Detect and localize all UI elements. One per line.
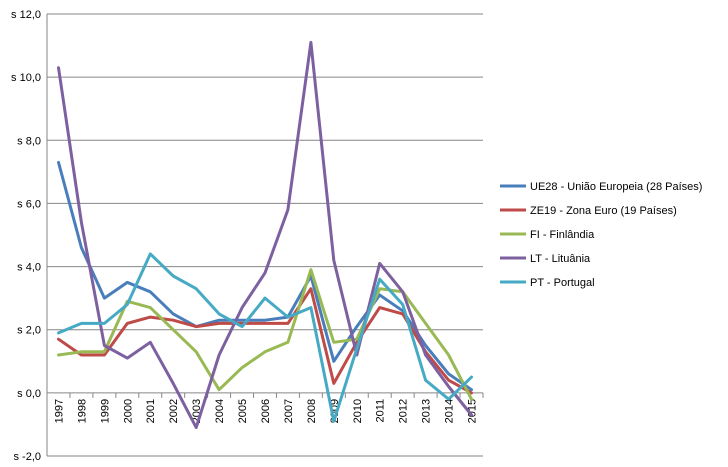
legend-label: FI - Finlândia [530,229,595,241]
series-lines [57,40,473,430]
y-tick-label: s 10,0 [11,72,41,84]
y-tick-label: s 0,0 [17,388,41,400]
x-tick-label: 2002 [168,399,180,423]
x-tick-label: 2005 [237,399,249,423]
x-tick-label: 2015 [467,399,479,423]
series-line [57,160,473,392]
gridlines [47,13,483,457]
legend-label: ZE19 - Zona Euro (19 Países) [530,205,677,217]
y-tick-label: s 12,0 [11,9,41,21]
y-axis-ticks: s -2,0 s 0,0 s 2,0 s 4,0 s 6,0 s 8,0 s 10,0 s 1… [11,9,41,463]
legend-label: LT - Lituânia [530,253,591,265]
x-tick-label: 2014 [444,399,456,423]
y-tick-label: s 6,0 [17,198,41,210]
x-tick-label: 2012 [398,399,410,423]
x-tick-label: 2000 [122,399,134,423]
series-line [57,252,473,423]
legend: UE28 - União Europeia (28 Países) ZE19 - … [500,181,702,289]
y-tick-label: s 2,0 [17,325,41,337]
x-tick-label: 1999 [99,399,111,423]
x-tick-label: 2010 [352,399,364,423]
x-tick-label: 1997 [53,399,65,423]
x-tick-label: 2011 [375,399,387,423]
x-tick-label: 2004 [214,399,226,423]
x-tick-label: 2001 [145,399,157,423]
x-tick-label: 2008 [306,399,318,423]
legend-label: UE28 - União Europeia (28 Países) [530,181,702,193]
axes [46,14,484,456]
series-line [57,287,473,395]
x-tick-label: 2007 [283,399,295,423]
x-tick-label: 1998 [76,399,88,423]
x-tick-label: 2013 [421,399,433,423]
x-axis-ticks: 1997 1998 1999 2000 2001 2002 2003 2004 2005 2006… [53,399,478,423]
series-line [57,40,473,430]
y-tick-label: s -2,0 [13,451,41,462]
y-tick-label: s 8,0 [17,135,41,147]
y-tick-label: s 4,0 [17,262,41,274]
x-tick-label: 2006 [260,399,272,423]
legend-label: PT - Portugal [530,277,595,289]
